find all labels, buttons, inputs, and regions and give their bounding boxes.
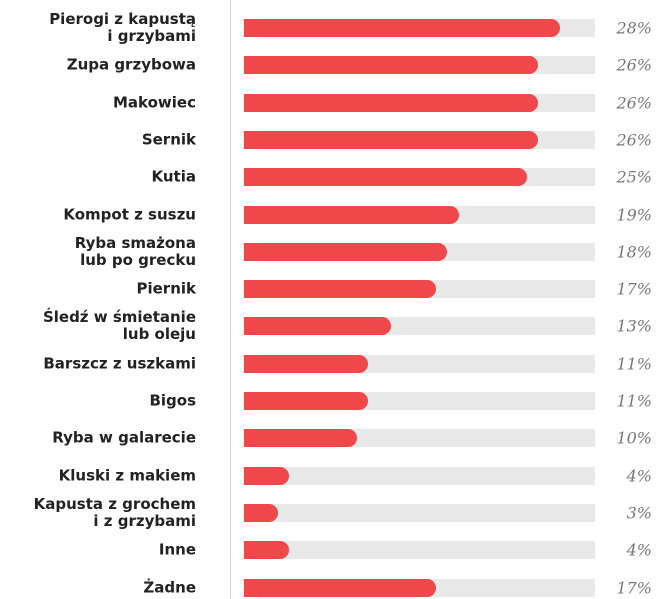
category-label: Ryba w galarecie: [0, 430, 196, 447]
category-label: Bigos: [0, 393, 196, 410]
category-label: Pierogi z kapustą i grzybami: [0, 11, 196, 45]
chart: Pierogi z kapustą i grzybami 28% Zupa grzy…: [0, 0, 668, 599]
category-label: Kutia: [0, 169, 196, 186]
bar: [244, 317, 391, 335]
value-label: 26%: [616, 56, 652, 75]
category-label: Kapusta z grochem i z grzybami: [0, 496, 196, 530]
category-label: Barszcz z uszkami: [0, 355, 196, 372]
bar-track: [244, 541, 595, 559]
bar: [244, 280, 436, 298]
value-label: 17%: [616, 578, 652, 597]
value-label: 3%: [627, 503, 652, 522]
bar: [244, 56, 538, 74]
value-label: 25%: [616, 168, 652, 187]
value-label: 26%: [616, 93, 652, 112]
category-label: Żadne: [0, 579, 196, 596]
value-label: 28%: [616, 19, 652, 38]
category-label: Zupa grzybowa: [0, 57, 196, 74]
bar: [244, 467, 289, 485]
value-label: 13%: [616, 317, 652, 336]
separator: [230, 0, 231, 599]
category-label: Ryba smażona lub po grecku: [0, 235, 196, 269]
category-label: Piernik: [0, 281, 196, 298]
bar: [244, 243, 447, 261]
bar: [244, 19, 560, 37]
bar-track: [244, 504, 595, 522]
bar: [244, 504, 278, 522]
category-label: Sernik: [0, 131, 196, 148]
bar: [244, 541, 289, 559]
value-label: 17%: [616, 280, 652, 299]
bar: [244, 131, 538, 149]
value-label: 4%: [627, 541, 652, 560]
category-label: Kompot z suszu: [0, 206, 196, 223]
value-label: 18%: [616, 242, 652, 261]
bar: [244, 429, 357, 447]
bar: [244, 579, 436, 597]
category-label: Inne: [0, 542, 196, 559]
value-label: 4%: [627, 466, 652, 485]
category-label: Makowiec: [0, 94, 196, 111]
value-label: 19%: [616, 205, 652, 224]
value-label: 11%: [616, 354, 652, 373]
bar: [244, 355, 368, 373]
value-label: 10%: [616, 429, 652, 448]
value-label: 11%: [616, 392, 652, 411]
bar: [244, 206, 459, 224]
category-label: Kluski z makiem: [0, 467, 196, 484]
bar: [244, 392, 368, 410]
bar-track: [244, 467, 595, 485]
bar: [244, 168, 527, 186]
bar: [244, 94, 538, 112]
category-label: Śledź w śmietanie lub oleju: [0, 309, 196, 343]
value-label: 26%: [616, 130, 652, 149]
